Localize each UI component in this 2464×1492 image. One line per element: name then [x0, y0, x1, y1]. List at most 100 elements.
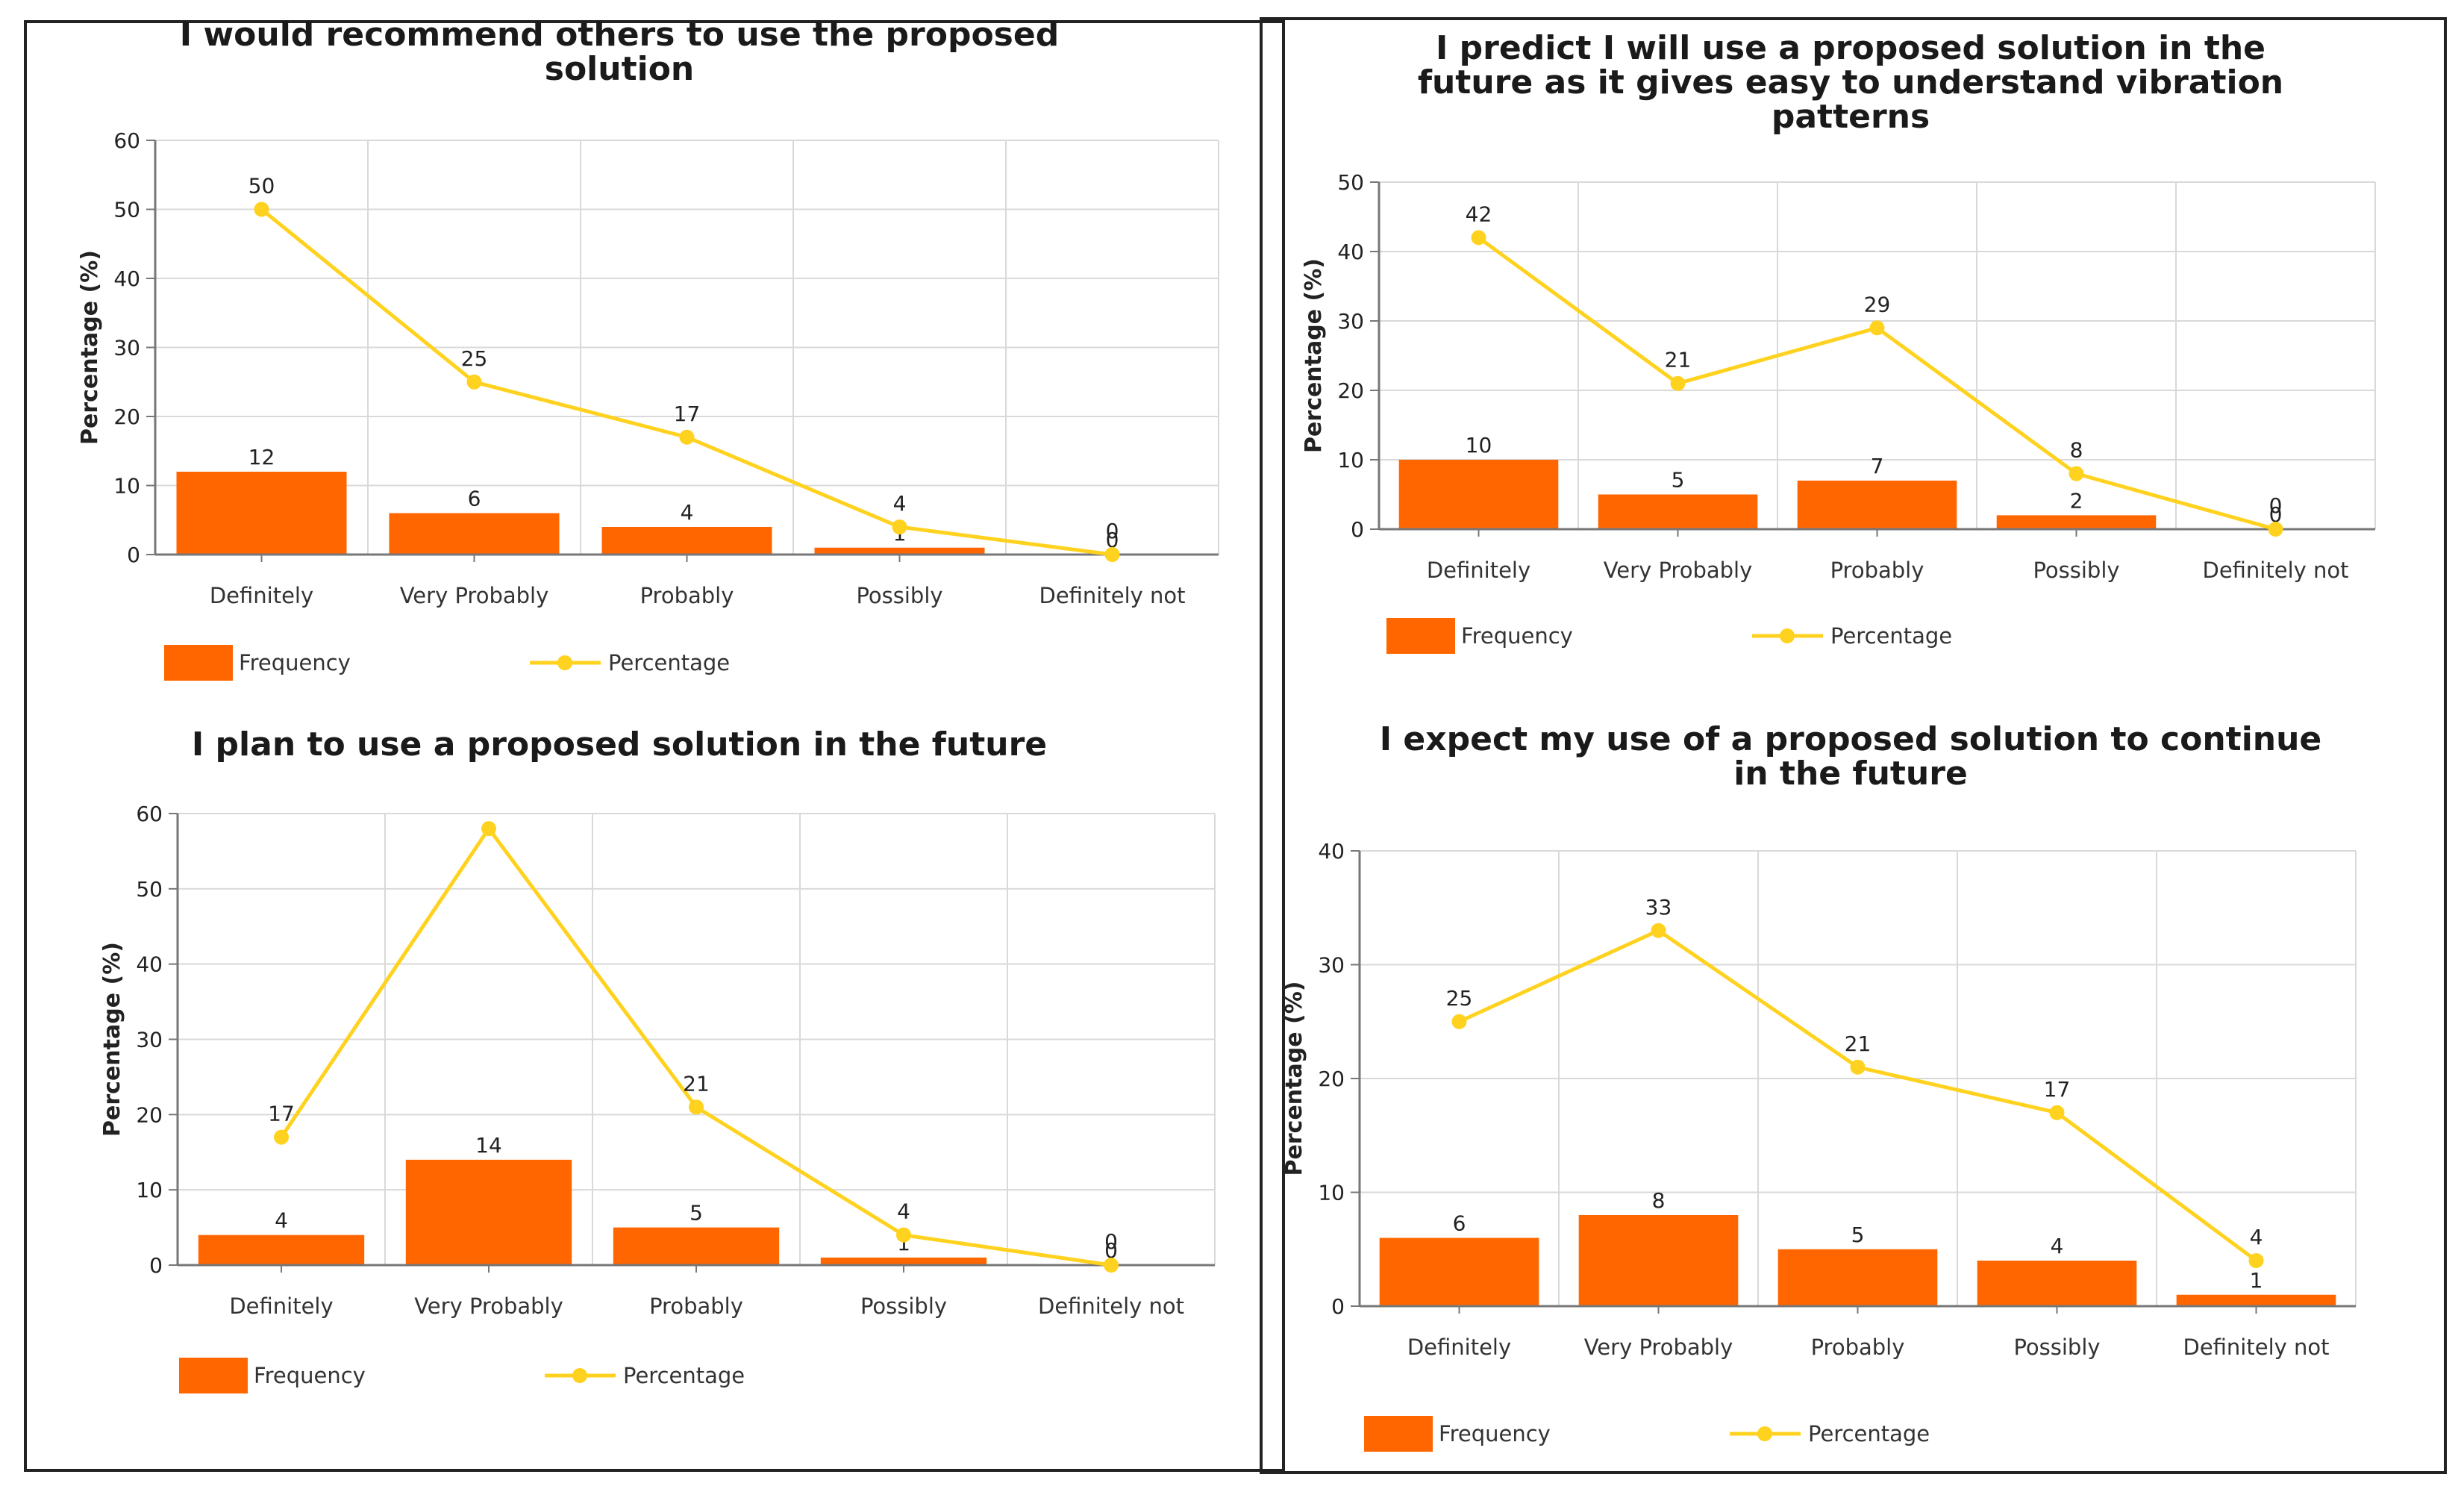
- percentage-data-label: 17: [674, 402, 701, 426]
- chart-title-line: future as it gives easy to understand vi…: [1417, 63, 2284, 102]
- chart-predict-use: I predict I will use a proposed solution…: [1269, 31, 2433, 673]
- percentage-point: [1104, 547, 1120, 562]
- frequency-bar: [613, 1227, 780, 1265]
- percentage-point: [2268, 522, 2283, 537]
- frequency-bar: [1996, 515, 2157, 529]
- legend-frequency-label: Frequency: [239, 650, 351, 675]
- y-axis-label: Percentage (%): [1281, 981, 1307, 1176]
- legend-percentage-marker: [1757, 1426, 1772, 1441]
- x-category-label: Possibly: [2013, 1335, 2100, 1360]
- y-tick-label: 30: [113, 336, 140, 360]
- frequency-bar: [2176, 1294, 2336, 1306]
- chart-title-line: I would recommend others to use the prop…: [179, 16, 1060, 54]
- x-category-label: Definitely: [1427, 558, 1530, 583]
- y-axis-label: Percentage (%): [77, 250, 103, 445]
- percentage-data-label: 0: [1104, 1229, 1118, 1254]
- x-category-label: Very Probably: [1604, 558, 1753, 583]
- percentage-data-label: 42: [1466, 202, 1492, 226]
- y-tick-label: 10: [136, 1178, 163, 1202]
- frequency-bar: [405, 1159, 572, 1265]
- legend-percentage-label: Percentage: [623, 1363, 745, 1388]
- y-tick-label: 0: [149, 1253, 163, 1278]
- chart-title: I would recommend others to use the prop…: [30, 18, 1209, 87]
- frequency-data-label: 0: [1104, 1238, 1118, 1263]
- y-tick-label: 30: [1337, 309, 1364, 334]
- y-axis-label: Percentage (%): [1301, 258, 1327, 453]
- frequency-data-label: 4: [2051, 1234, 2064, 1258]
- percentage-point: [2049, 1105, 2065, 1120]
- percentage-data-label: 33: [1645, 895, 1672, 920]
- legend-frequency-swatch: [1386, 618, 1455, 654]
- y-tick-label: 20: [136, 1102, 163, 1127]
- percentage-point: [1104, 1258, 1119, 1273]
- legend-frequency-swatch: [1364, 1416, 1433, 1452]
- percentage-data-label: 4: [893, 491, 907, 516]
- y-tick-label: 10: [1318, 1181, 1345, 1205]
- chart-recommend-others: I would recommend others to use the prop…: [30, 15, 1219, 709]
- chart-title-line: I expect my use of a proposed solution t…: [1379, 720, 2322, 758]
- percentage-data-label: 0: [2269, 493, 2283, 518]
- legend-percentage-marker: [557, 655, 572, 670]
- percentage-point: [679, 429, 695, 445]
- legend-frequency-label: Frequency: [1439, 1421, 1551, 1446]
- frequency-data-label: 12: [248, 445, 275, 469]
- frequency-bar: [1578, 1215, 1739, 1306]
- legend-percentage-marker: [572, 1368, 587, 1383]
- x-category-label: Definitely not: [1039, 583, 1185, 608]
- x-category-label: Probably: [1830, 558, 1924, 583]
- frequency-data-label: 5: [1851, 1223, 1865, 1247]
- legend-frequency-label: Frequency: [1461, 623, 1573, 649]
- x-category-label: Probably: [640, 583, 734, 608]
- percentage-data-label: 0: [1106, 519, 1119, 543]
- chart-svg: 0 10 20 30 40 Percentage (%) 6 8 5 4 1 Definitely Ve…: [1281, 839, 2357, 1452]
- frequency-bar: [1777, 1249, 1938, 1306]
- frequency-bar: [1398, 460, 1559, 529]
- y-tick-label: 30: [1318, 953, 1345, 978]
- legend-percentage-marker: [1780, 628, 1795, 643]
- x-category-label: Definitely not: [1038, 1293, 1184, 1319]
- right-frame: [1260, 17, 2447, 1474]
- chart-plan-to-use: I plan to use a proposed solution in the…: [30, 728, 1216, 1422]
- frequency-data-label: 0: [2269, 502, 2283, 527]
- frequency-bar: [1977, 1261, 2137, 1306]
- frequency-data-label: 8: [1652, 1188, 1666, 1213]
- y-tick-label: 50: [136, 877, 163, 902]
- y-tick-label: 40: [1337, 240, 1364, 264]
- y-tick-label: 40: [136, 952, 163, 977]
- percentage-point: [466, 374, 482, 390]
- y-tick-label: 60: [113, 128, 140, 153]
- x-category-label: Possibly: [2033, 558, 2119, 583]
- frequency-data-label: 7: [1871, 454, 1884, 478]
- frequency-bar: [1797, 480, 1957, 529]
- frequency-data-label: 0: [1106, 528, 1119, 552]
- percentage-data-label: 17: [268, 1102, 295, 1126]
- percentage-point: [689, 1099, 704, 1115]
- x-category-label: Probably: [649, 1293, 743, 1319]
- percentage-data-label: 21: [683, 1071, 710, 1096]
- frequency-bar: [198, 1235, 365, 1265]
- left-frame: [24, 20, 1285, 1472]
- legend-frequency-label: Frequency: [254, 1363, 366, 1388]
- frequency-bar: [1379, 1237, 1539, 1306]
- frequency-bar: [176, 472, 347, 555]
- legend-frequency-swatch: [179, 1358, 248, 1393]
- frequency-data-label: 5: [1672, 468, 1685, 493]
- percentage-point: [2248, 1253, 2264, 1268]
- x-category-label: Definitely not: [2202, 558, 2348, 583]
- y-tick-label: 50: [1337, 170, 1364, 195]
- percentage-data-label: 8: [2070, 438, 2083, 463]
- chart-expect-continue: I expect my use of a proposed solution t…: [1269, 722, 2433, 1469]
- y-tick-label: 0: [127, 543, 140, 567]
- frequency-data-label: 5: [690, 1201, 703, 1226]
- y-tick-label: 20: [1318, 1067, 1345, 1091]
- chart-title-line: in the future: [1733, 755, 1968, 793]
- percentage-point: [274, 1129, 289, 1145]
- frequency-data-label: 14: [475, 1133, 502, 1158]
- x-category-label: Probably: [1811, 1335, 1905, 1360]
- percentage-point: [896, 1227, 911, 1243]
- x-category-label: Definitely: [229, 1293, 333, 1319]
- percentage-data-label: 25: [461, 346, 488, 371]
- chart-title-line: I predict I will use a proposed solution…: [1435, 29, 2266, 67]
